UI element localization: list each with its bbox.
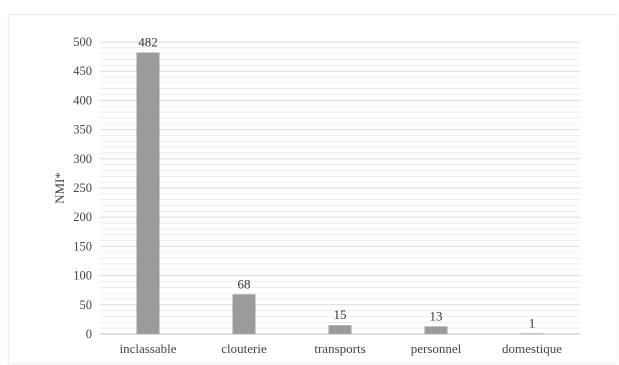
- y-axis-title: NMI*: [52, 172, 67, 204]
- data-label-transports: 15: [334, 307, 347, 322]
- y-tick-label: 100: [73, 269, 92, 283]
- y-tick-label: 150: [73, 239, 92, 253]
- bars: [136, 52, 544, 335]
- data-labels: 482 68 15 13 1: [138, 35, 535, 331]
- category-label-transports: transports: [314, 341, 365, 356]
- y-axis-ticks: 0 50 100 150 200 250 300 350 400 450 500: [73, 35, 92, 341]
- y-tick-label: 250: [73, 181, 92, 195]
- data-label-inclassable: 482: [138, 35, 158, 50]
- y-tick-label: 300: [73, 152, 92, 166]
- data-label-domestique: 1: [529, 315, 536, 330]
- y-tick-label: 500: [73, 35, 92, 49]
- y-tick-label: 200: [73, 210, 92, 224]
- category-label-personnel: personnel: [411, 341, 462, 356]
- category-label-clouterie: clouterie: [221, 341, 267, 356]
- data-label-personnel: 13: [430, 308, 443, 323]
- chart-frame: [8, 14, 617, 363]
- y-tick-label: 350: [73, 123, 92, 137]
- x-axis-categories: inclassable clouterie transports personnel d…: [119, 341, 562, 356]
- y-tick-label: 0: [86, 327, 92, 341]
- y-tick-label: 50: [80, 298, 93, 312]
- y-tick-label: 450: [73, 64, 92, 78]
- grid-lines: [100, 41, 580, 335]
- bar-domestique: [520, 333, 544, 335]
- bar-transports: [328, 325, 352, 334]
- y-tick-label: 400: [73, 93, 92, 107]
- bar-clouterie: [232, 294, 256, 334]
- category-label-domestique: domestique: [502, 341, 562, 356]
- bar-personnel: [424, 326, 448, 334]
- bar-inclassable: [136, 52, 160, 335]
- data-label-clouterie: 68: [238, 276, 251, 291]
- category-label-inclassable: inclassable: [119, 341, 176, 356]
